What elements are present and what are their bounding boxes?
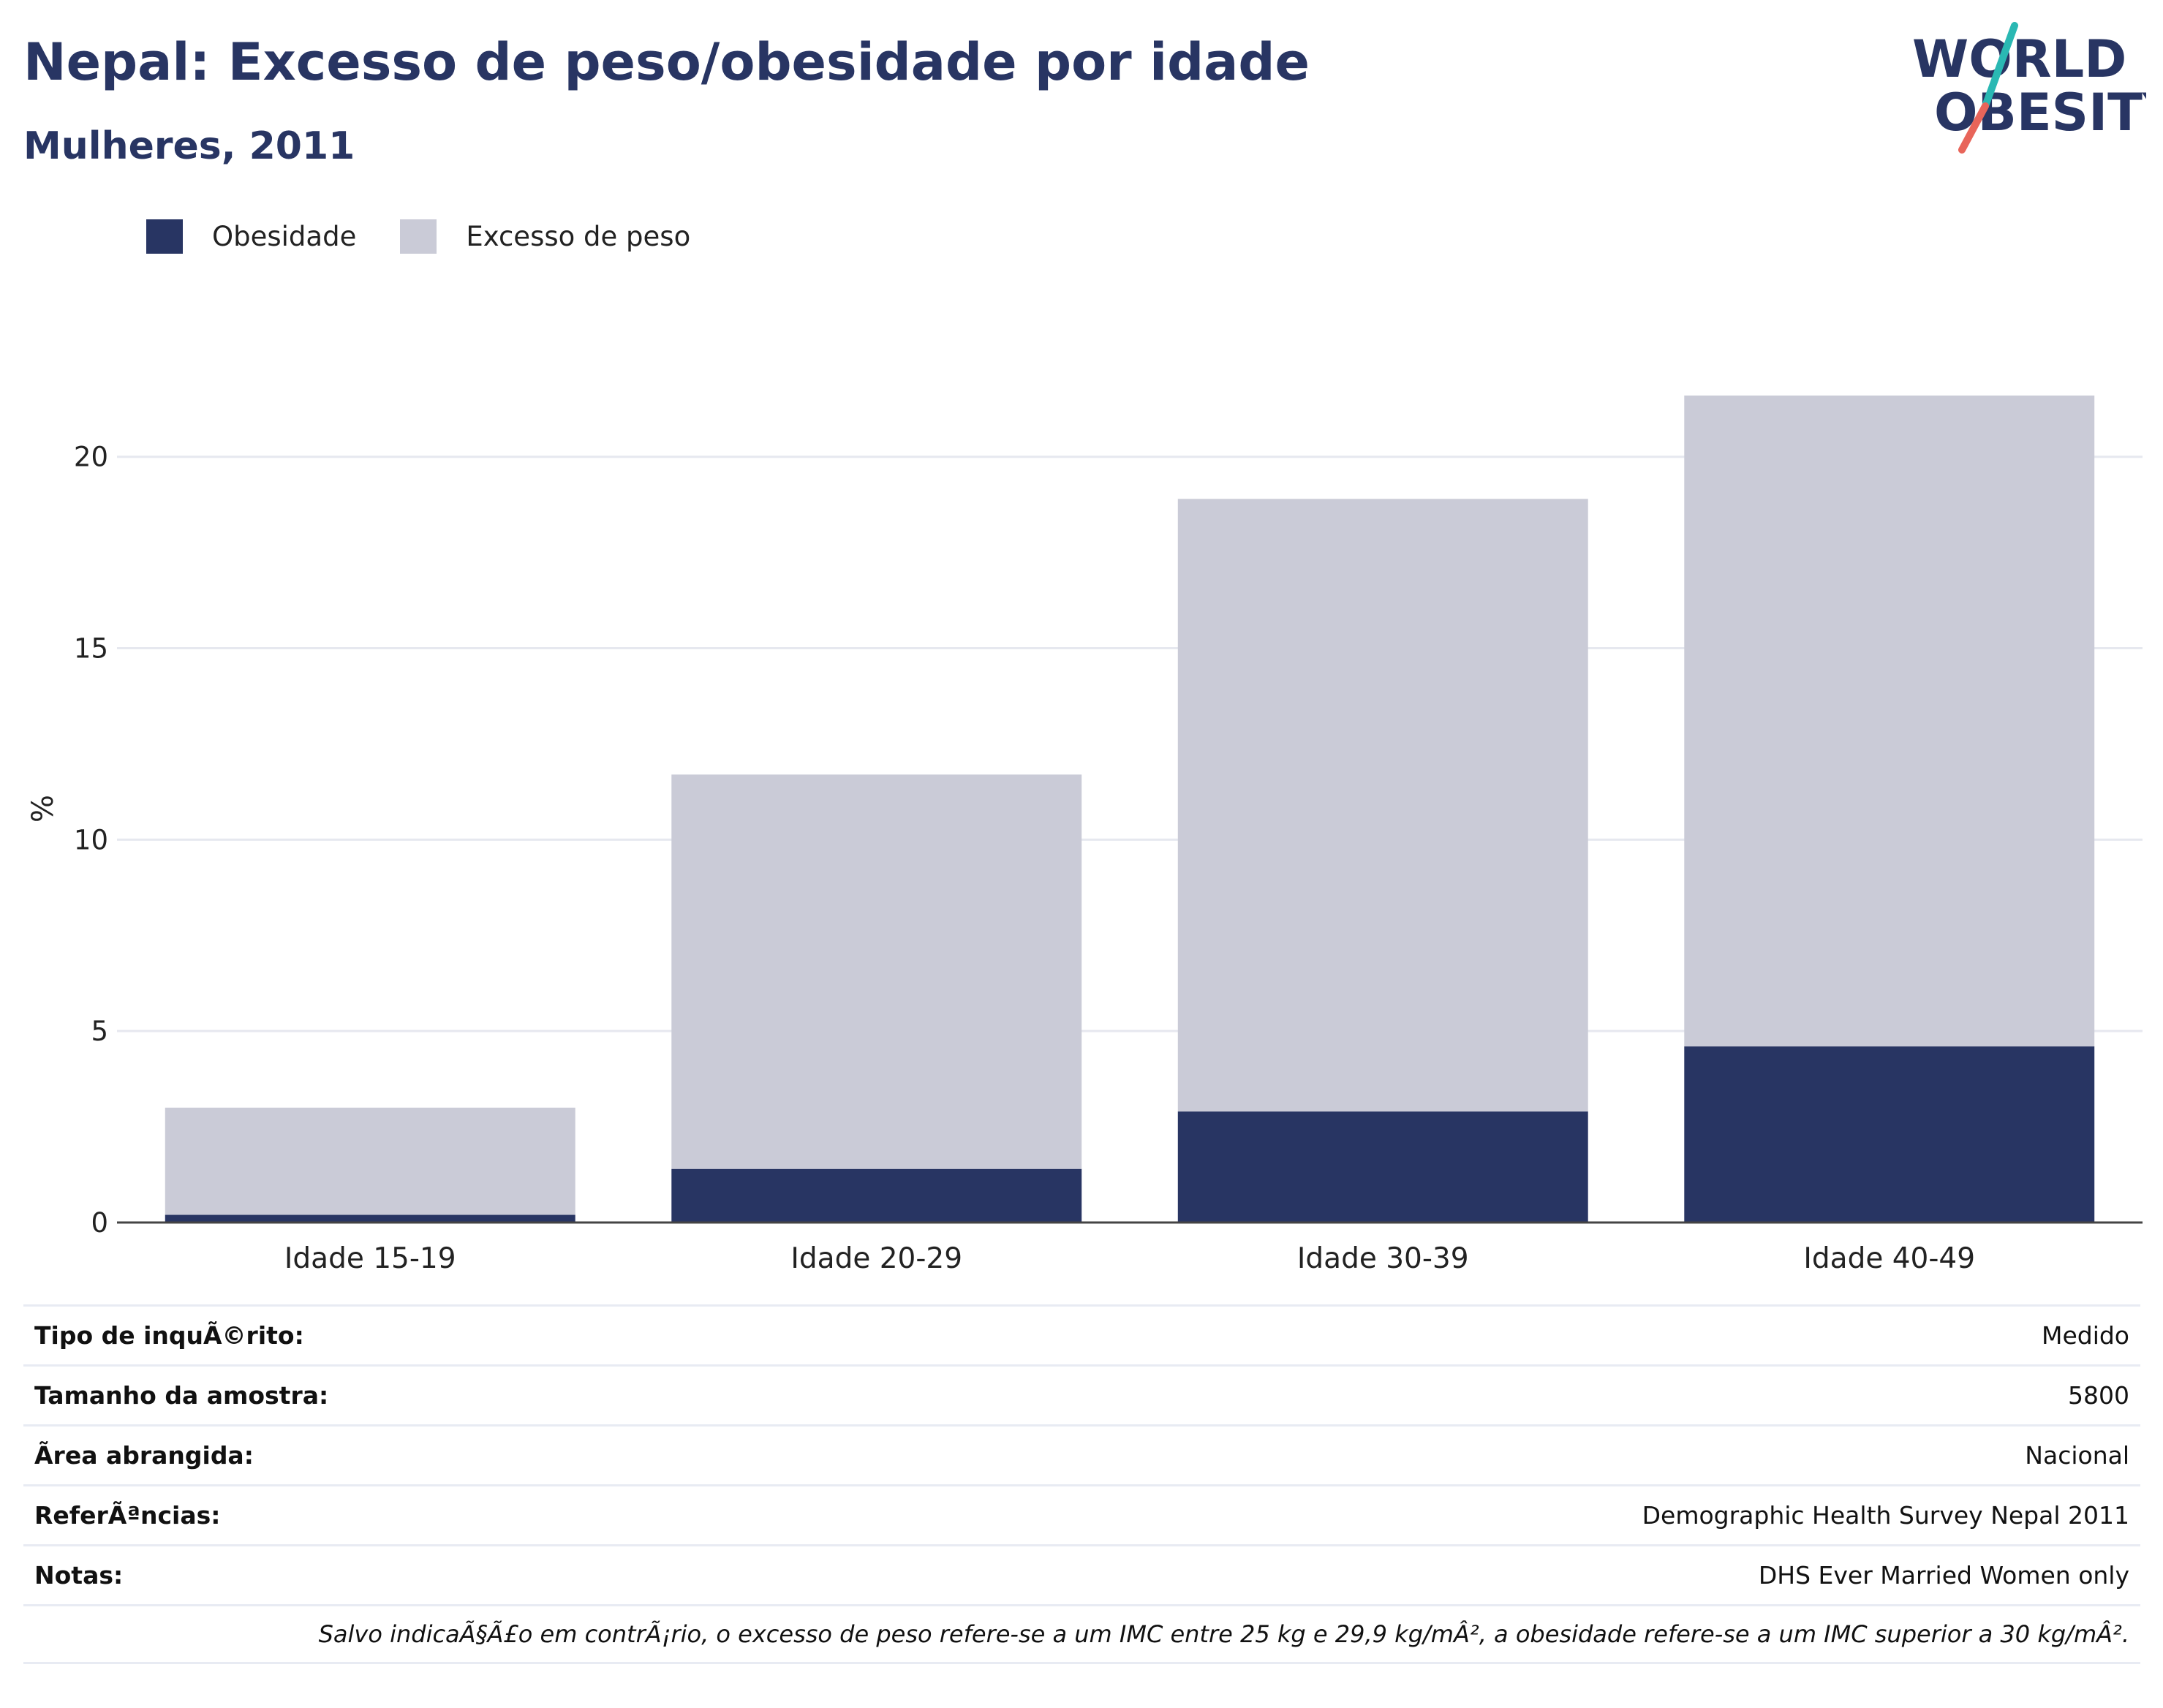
y-tick-label: 10: [74, 824, 108, 855]
info-value: DHS Ever Married Women only: [1759, 1561, 2129, 1590]
info-row-area: Ã rea abrangida: Nacional: [23, 1424, 2140, 1484]
info-label: ReferÃªncias:: [34, 1501, 220, 1530]
info-row-sample-size: Tamanho da amostra: 5800: [23, 1364, 2140, 1424]
y-tick-label: 15: [74, 633, 108, 665]
y-tick-label: 20: [74, 442, 108, 473]
bar-overweight: [671, 774, 1082, 1168]
bar-overweight: [165, 1108, 575, 1215]
bar-obesity: [671, 1169, 1082, 1223]
info-row-references: ReferÃªncias: Demographic Health Survey …: [23, 1484, 2140, 1544]
info-value: 5800: [2068, 1381, 2129, 1410]
bar-obesity: [165, 1215, 575, 1223]
bar-overweight: [1178, 499, 1588, 1111]
info-value: Demographic Health Survey Nepal 2011: [1642, 1501, 2129, 1530]
info-value: Medido: [2042, 1321, 2129, 1350]
y-tick-label: 5: [91, 1016, 108, 1047]
survey-info-table: Tipo de inquÃ©rito: Medido Tamanho da am…: [23, 1304, 2140, 1664]
x-tick-label: Idade 40-49: [1803, 1242, 1975, 1275]
stacked-bar-chart: 0 5 10 15 20% Idade 15-19 Idade 20-29 Idade 30-…: [0, 0, 2163, 1287]
footnote: Salvo indicaÃ§Ã£o em contrÃ¡rio, o exces…: [319, 1620, 2129, 1648]
info-label: Ã rea abrangida:: [34, 1441, 254, 1470]
bar-obesity: [1684, 1046, 2094, 1223]
bar-obesity: [1178, 1111, 1588, 1223]
info-row-notes: Notas: DHS Ever Married Women only: [23, 1544, 2140, 1604]
y-tick-label: 0: [91, 1207, 108, 1239]
info-label: Tipo de inquÃ©rito:: [34, 1321, 304, 1350]
y-axis-label: %: [26, 795, 60, 823]
info-label: Notas:: [34, 1561, 123, 1590]
x-tick-label: Idade 15-19: [284, 1242, 456, 1275]
bar-overweight: [1684, 396, 2094, 1046]
x-tick-label: Idade 30-39: [1297, 1242, 1469, 1275]
info-label: Tamanho da amostra:: [34, 1381, 328, 1410]
info-value: Nacional: [2025, 1441, 2129, 1470]
footnote-row: Salvo indicaÃ§Ã£o em contrÃ¡rio, o exces…: [23, 1604, 2140, 1664]
info-row-survey-type: Tipo de inquÃ©rito: Medido: [23, 1304, 2140, 1364]
x-tick-label: Idade 20-29: [790, 1242, 962, 1275]
